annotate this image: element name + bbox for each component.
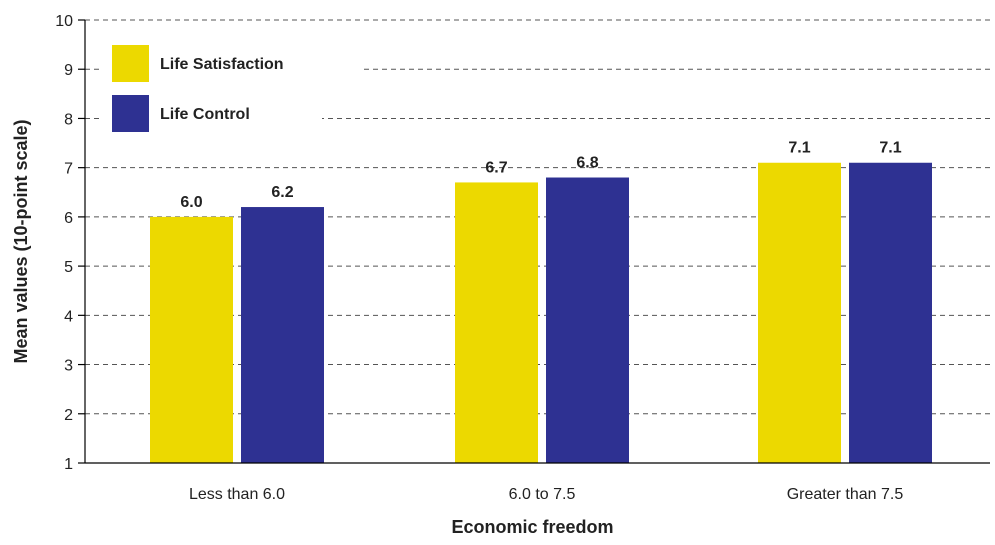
bar-value-label: 7.1 xyxy=(788,140,810,157)
y-tick-label: 8 xyxy=(64,111,73,128)
bar-value-label: 6.8 xyxy=(576,155,598,172)
y-tick-label: 5 xyxy=(64,259,73,276)
legend-label: Life Satisfaction xyxy=(160,56,284,73)
bar-life-satisfaction xyxy=(150,216,233,463)
y-tick-label: 1 xyxy=(64,456,73,473)
x-category-label: Less than 6.0 xyxy=(189,486,285,503)
x-category-label: 6.0 to 7.5 xyxy=(509,486,576,503)
y-tick-label: 2 xyxy=(64,407,73,424)
y-axis-title: Mean values (10-point scale) xyxy=(11,119,31,363)
x-axis-title: Economic freedom xyxy=(451,517,613,537)
y-tick-label: 3 xyxy=(64,358,73,375)
bar-life-control xyxy=(241,207,324,463)
y-tick-label: 10 xyxy=(55,13,73,30)
x-axis-labels: Less than 6.0 6.0 to 7.5 Greater than 7.5 xyxy=(189,486,903,503)
legend: Life Satisfaction Life Control xyxy=(100,37,362,133)
y-tick-label: 9 xyxy=(64,62,73,79)
bar-life-satisfaction xyxy=(758,162,841,463)
axes xyxy=(84,20,990,464)
bar-value-label: 6.7 xyxy=(485,159,507,176)
x-category-label: Greater than 7.5 xyxy=(787,486,904,503)
legend-swatch xyxy=(112,95,149,132)
data-labels: 6.0 6.2 6.7 6.8 7.1 7.1 xyxy=(180,140,901,211)
legend-label: Life Control xyxy=(160,106,250,123)
y-axis-ticks: 1 2 3 4 5 6 7 8 9 10 xyxy=(55,13,85,473)
y-tick-label: 6 xyxy=(64,210,73,227)
bars xyxy=(150,162,932,463)
bar-value-label: 6.2 xyxy=(271,184,293,201)
bar-life-control xyxy=(849,162,932,463)
bar-value-label: 6.0 xyxy=(180,194,202,211)
y-tick-label: 4 xyxy=(64,308,73,325)
bar-life-control xyxy=(546,177,629,463)
legend-swatch xyxy=(112,45,149,82)
y-tick-label: 7 xyxy=(64,161,73,178)
bar-life-satisfaction xyxy=(455,182,538,463)
bar-value-label: 7.1 xyxy=(879,140,901,157)
